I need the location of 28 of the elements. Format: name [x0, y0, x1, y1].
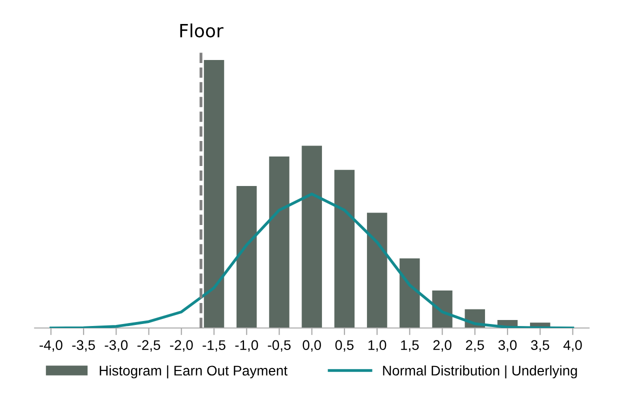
legend-label: Normal Distribution | Underlying: [383, 365, 577, 378]
x-tick-label: 0,0: [302, 340, 321, 352]
x-tick-label: -1,0: [235, 340, 258, 352]
bar: [366, 212, 388, 328]
x-tick-label: 2,5: [466, 340, 484, 352]
bar: [236, 186, 257, 328]
x-tick-label: -1,5: [202, 340, 226, 352]
x-tick-label: -0,5: [268, 340, 291, 352]
x-tick-label: 3,0: [498, 340, 517, 352]
bar: [302, 146, 322, 328]
bar: [269, 156, 290, 328]
x-tick-label: -3,5: [72, 340, 95, 352]
x-tick-label: 1,5: [401, 340, 419, 352]
x-tick-label: 3,5: [531, 340, 550, 352]
bar: [204, 60, 224, 328]
x-tick-label: 1,0: [368, 340, 386, 352]
bar: [432, 290, 452, 328]
x-tick-label: -2,5: [137, 340, 160, 352]
ref-line-label: Floor: [180, 23, 224, 38]
bar: [334, 170, 355, 328]
bar: [400, 258, 420, 328]
x-tick-label: -2,0: [170, 340, 193, 352]
legend-label: Histogram | Earn Out Payment: [100, 365, 288, 378]
x-tick-label: 0,5: [335, 340, 354, 352]
x-tick-label: 2,0: [433, 340, 452, 352]
x-tick-label: -3,0: [104, 340, 128, 352]
x-tick-label: -4,0: [40, 340, 62, 352]
x-tick-label: 4,0: [563, 340, 582, 352]
